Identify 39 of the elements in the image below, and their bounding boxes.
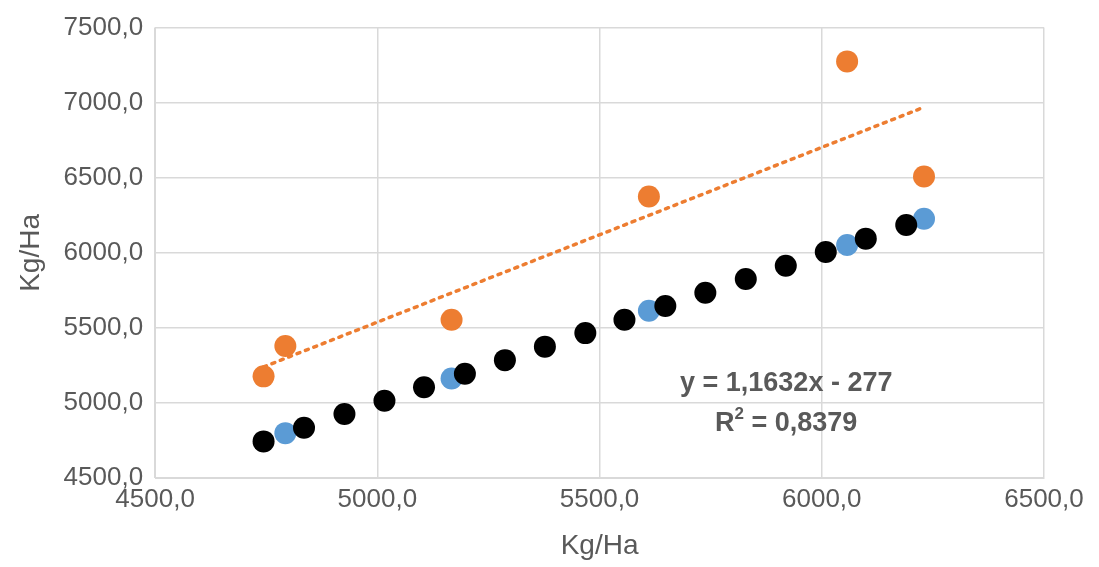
y-tick-label: 5500,0 xyxy=(63,311,144,342)
point xyxy=(637,185,660,208)
point xyxy=(373,389,396,412)
point xyxy=(574,322,597,345)
point xyxy=(293,416,316,439)
y-axis-title: Kg/Ha xyxy=(13,213,45,292)
point xyxy=(493,349,516,372)
point xyxy=(613,308,636,331)
point xyxy=(453,362,476,385)
x-tick-label: 6500,0 xyxy=(1004,482,1084,513)
point xyxy=(252,365,275,388)
point xyxy=(913,207,935,230)
y-tick-label: 7500,0 xyxy=(63,10,144,41)
point xyxy=(274,422,297,445)
annotation: y = 1,1632x - 277 xyxy=(680,367,893,398)
x-tick-label: 5500,0 xyxy=(559,482,640,513)
point xyxy=(533,335,556,358)
point xyxy=(333,403,356,426)
point xyxy=(836,234,859,257)
y-tick-label: 5000,0 xyxy=(63,386,144,417)
point xyxy=(440,308,463,331)
x-tick-label: 6000,0 xyxy=(782,482,862,513)
y-tick-label: 7000,0 xyxy=(63,85,144,116)
point xyxy=(836,50,859,73)
point xyxy=(694,281,717,304)
point xyxy=(854,227,877,250)
x-axis-title: Kg/Ha xyxy=(560,528,639,560)
y-tick-label: 6000,0 xyxy=(63,236,144,267)
point xyxy=(654,295,677,318)
point xyxy=(774,254,797,277)
point xyxy=(252,430,275,453)
point xyxy=(413,376,436,399)
point xyxy=(274,335,297,358)
point xyxy=(895,213,918,236)
point xyxy=(814,241,837,263)
point xyxy=(913,165,935,188)
y-tick-label: 6500,0 xyxy=(63,160,144,191)
point xyxy=(734,268,757,291)
x-tick-label: 5000,0 xyxy=(337,482,418,513)
